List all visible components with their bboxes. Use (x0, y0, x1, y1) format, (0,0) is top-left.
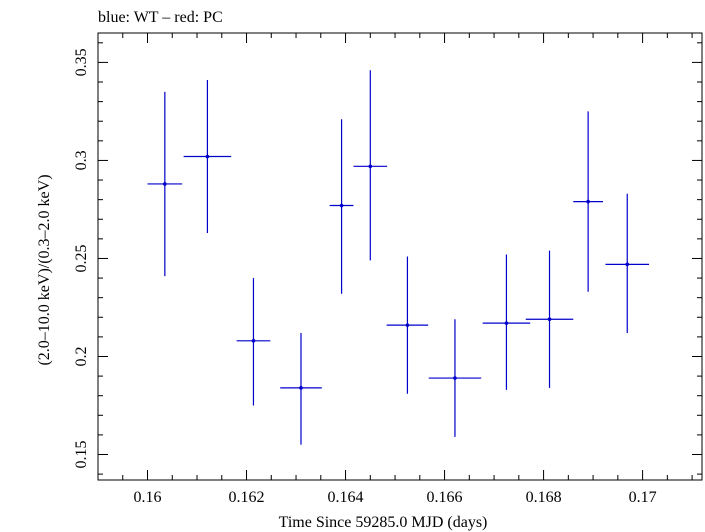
y-tick-label: 0.35 (73, 48, 90, 76)
data-point (386, 256, 429, 394)
point-marker (163, 182, 167, 186)
data-points (147, 70, 650, 445)
data-point (183, 80, 232, 233)
x-tick-label: 0.17 (629, 489, 657, 506)
data-point (605, 193, 650, 333)
point-marker (586, 199, 590, 204)
y-axis-label: (2.0–10.0 keV)/(0.3–2.0 keV) (36, 174, 53, 365)
x-axis-label: Time Since 59285.0 MJD (days) (279, 514, 488, 531)
data-point (280, 332, 322, 445)
y-tick-label: 0.15 (73, 441, 90, 469)
data-point (236, 278, 271, 406)
point-marker (453, 376, 457, 380)
point-marker (504, 321, 509, 325)
data-point (573, 111, 603, 292)
point-marker (339, 203, 344, 208)
point-marker (547, 317, 552, 322)
data-point (525, 250, 574, 388)
point-marker (251, 339, 256, 343)
point-marker (625, 262, 630, 267)
y-tick-label: 0.3 (73, 150, 90, 170)
x-tick-label: 0.16 (134, 489, 162, 506)
point-marker (205, 154, 210, 159)
point-marker (405, 323, 410, 327)
data-point (353, 70, 388, 261)
chart-title: blue: WT – red: PC (98, 9, 223, 26)
x-tick-label: 0.166 (427, 489, 463, 506)
data-point (428, 319, 482, 437)
point-marker (368, 164, 373, 169)
x-tick-label: 0.162 (229, 489, 265, 506)
data-point (147, 91, 183, 277)
y-tick-label: 0.2 (73, 346, 90, 366)
axis-tick-labels: 0.16 0.162 0.164 0.166 0.168 0.17 0.15 0.2 0.25 0… (73, 48, 657, 506)
data-point (329, 119, 354, 294)
y-tick-label: 0.25 (73, 244, 90, 272)
axis-ticks (97, 33, 702, 480)
x-tick-label: 0.164 (328, 489, 364, 506)
plot-frame (97, 32, 703, 481)
data-point (482, 254, 531, 390)
point-marker (299, 386, 303, 390)
x-tick-label: 0.168 (526, 489, 562, 506)
